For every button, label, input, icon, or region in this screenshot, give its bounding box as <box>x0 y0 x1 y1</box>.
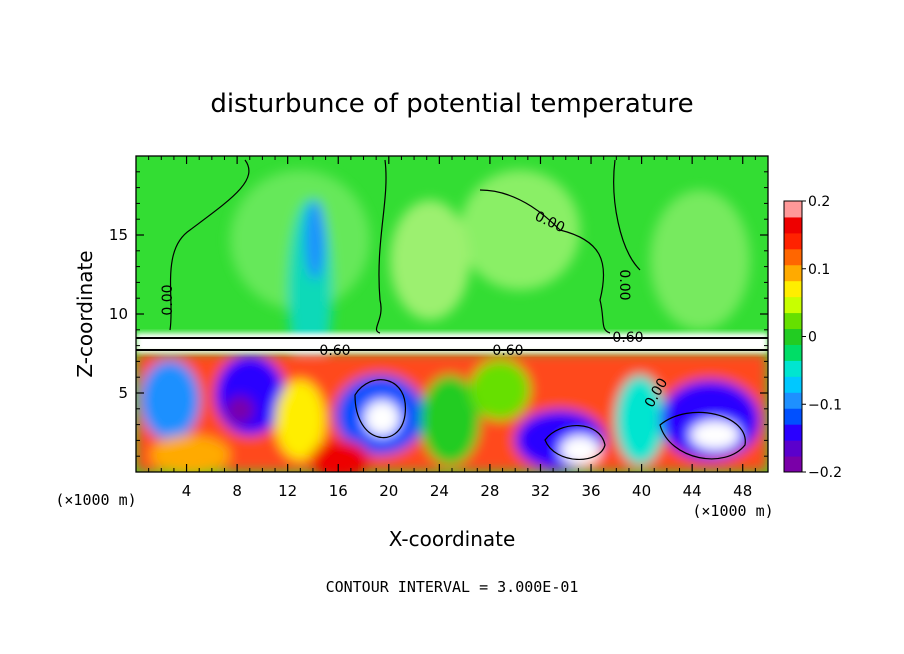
colorbar-tick-label: −0.1 <box>808 397 842 413</box>
contour-label: 0.60 <box>492 343 523 359</box>
y-axis-label: Z-coordinate <box>73 250 97 377</box>
colorbar-tick-label: 0 <box>808 330 817 346</box>
contour-interval: CONTOUR INTERVAL = 3.000E-01 <box>326 578 579 596</box>
colorbar-swatch <box>784 296 802 314</box>
colorbar-swatch <box>784 392 802 409</box>
colorbar-swatch <box>784 344 802 361</box>
y-axis: 5 10 15 <box>109 171 768 457</box>
colorbar-tick-label: 0.1 <box>808 262 830 278</box>
colorbar-swatch <box>784 248 802 266</box>
x-tick-label: 36 <box>581 482 600 500</box>
colorbar-swatch <box>784 216 802 234</box>
x-tick-label: 4 <box>182 482 192 500</box>
x-axis: 4 8 12 16 20 24 28 32 36 40 44 48 <box>148 156 756 500</box>
x-tick-label: 24 <box>430 482 449 500</box>
colorbar-swatch <box>784 312 802 330</box>
colorbar-tick-label: 0.2 <box>808 194 830 210</box>
colorbar-swatch <box>784 201 802 218</box>
colorbar-swatch <box>784 280 802 298</box>
y-tick-label: 15 <box>109 226 128 244</box>
x-unit-left: (×1000 m) <box>55 491 136 509</box>
colorbar-swatch <box>784 232 802 250</box>
x-tick-label: 8 <box>232 482 242 500</box>
contour-label: 0.00 <box>616 269 632 300</box>
colorbar: 0.2 0.1 0 −0.1 −0.2 <box>783 194 842 481</box>
colorbar-swatch <box>784 440 802 457</box>
heatmap-field <box>136 156 768 472</box>
x-tick-label: 40 <box>632 482 651 500</box>
x-tick-label: 44 <box>683 482 702 500</box>
x-unit-right: (×1000 m) <box>692 502 773 520</box>
x-tick-label: 12 <box>278 482 297 500</box>
chart-title: disturbunce of potential temperature <box>210 89 693 119</box>
colorbar-swatch <box>784 424 802 441</box>
x-axis-label: X-coordinate <box>389 527 516 551</box>
y-tick-label: 10 <box>109 305 128 323</box>
contour-label: 0.60 <box>319 343 350 359</box>
x-tick-label: 16 <box>329 482 348 500</box>
x-tick-label: 20 <box>379 482 398 500</box>
colorbar-tick-label: −0.2 <box>808 465 842 481</box>
colorbar-swatch <box>784 360 802 377</box>
contour-label: 0.00 <box>160 284 176 315</box>
colorbar-swatch <box>784 376 802 393</box>
x-tick-label: 48 <box>733 482 752 500</box>
x-tick-label: 32 <box>531 482 550 500</box>
colorbar-swatch <box>784 408 802 425</box>
colorbar-swatch <box>784 456 802 473</box>
colorbar-swatch <box>784 264 802 282</box>
x-tick-label: 28 <box>480 482 499 500</box>
y-tick-label: 5 <box>118 384 128 402</box>
colorbar-swatch <box>784 328 802 345</box>
contour-label: 0.60 <box>612 330 643 346</box>
